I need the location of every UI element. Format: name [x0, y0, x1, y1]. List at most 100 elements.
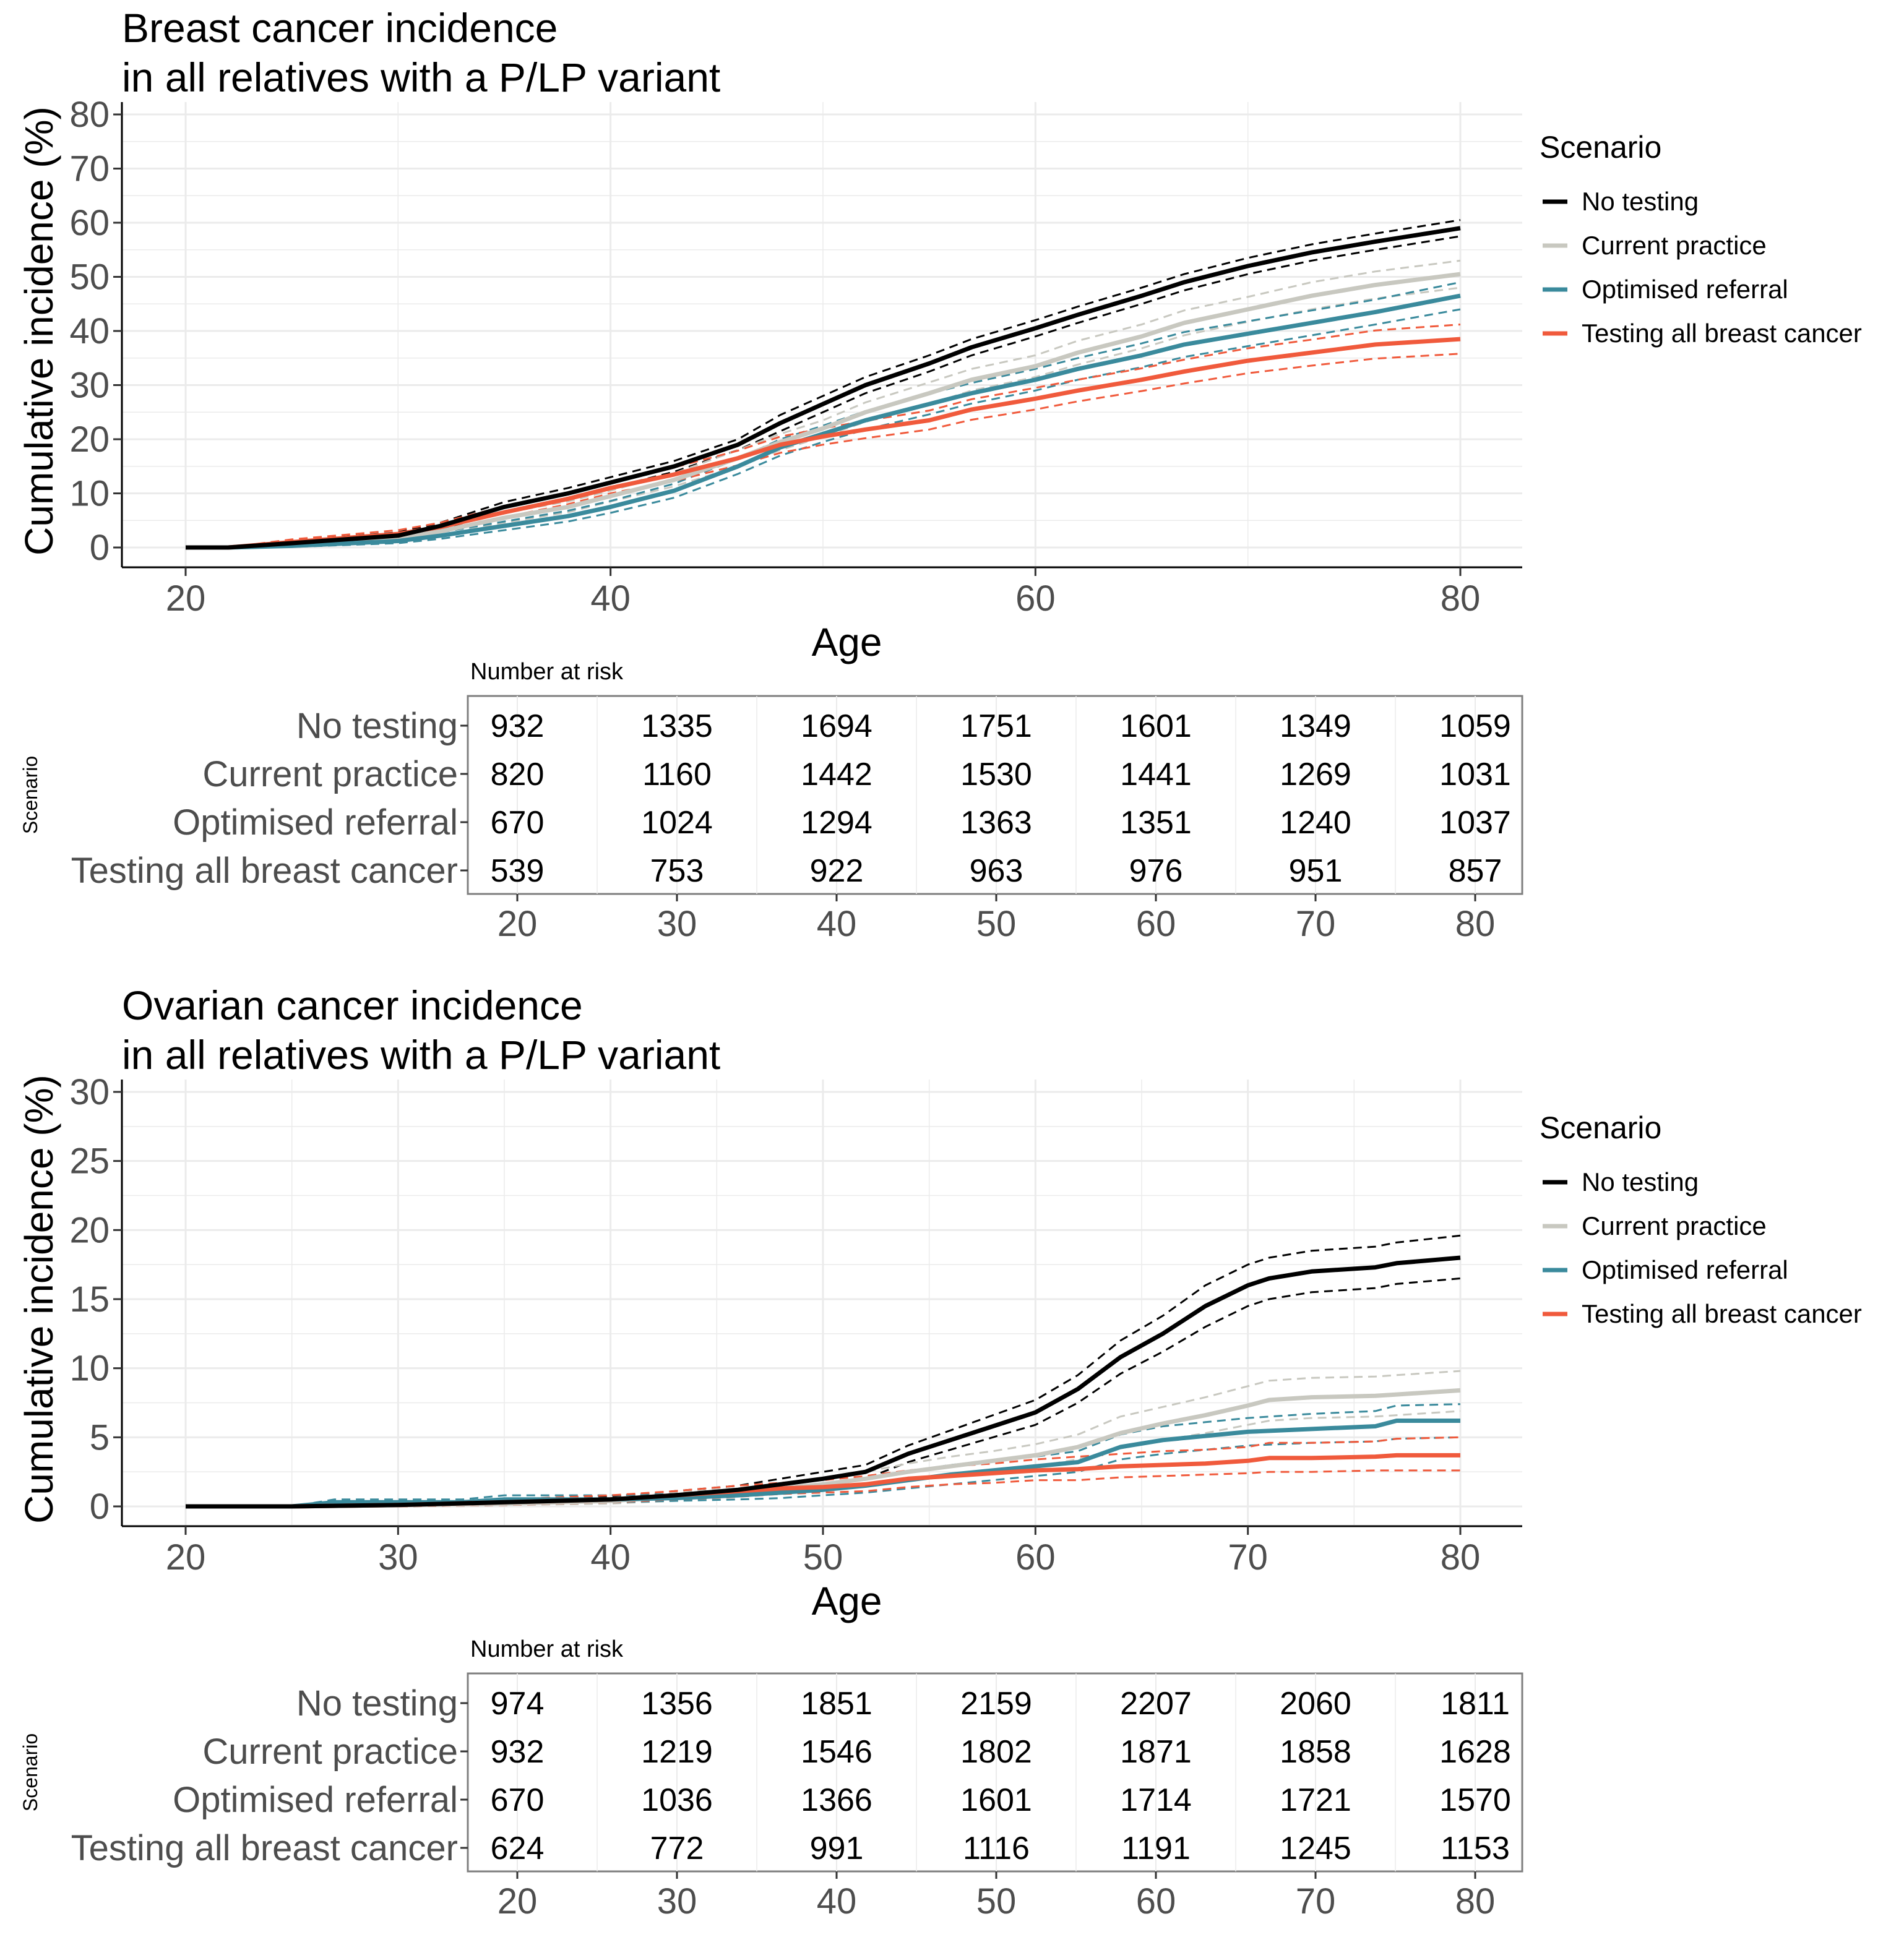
y-tick-label: 15: [69, 1279, 110, 1320]
risk-table: Number at risk No testing 932 1335 1694 1751 1…: [19, 659, 1523, 944]
risk-table-cell: 1153: [1441, 1831, 1510, 1866]
risk-table-cell: 1530: [960, 757, 1032, 792]
series-line-current-practice: [186, 272, 1461, 550]
legend-label: Testing all breast cancer: [1582, 319, 1862, 348]
risk-table-cell: 1356: [641, 1686, 713, 1722]
risk-table-row-label: Optimised referral: [173, 1780, 458, 1820]
ci-upper-no-testing: [186, 1234, 1461, 1508]
y-tick-label: 0: [90, 528, 110, 568]
risk-table-cell: 1363: [960, 805, 1032, 841]
legend-label: Optimised referral: [1582, 1255, 1788, 1284]
ci-upper-current-practice: [186, 259, 1461, 549]
chart-subtitle: in all relatives with a P/LP variant: [122, 54, 720, 100]
legend-label: No testing: [1582, 1167, 1699, 1196]
risk-table-cell: 820: [491, 757, 545, 792]
risk-table-cell: 1441: [1120, 757, 1192, 792]
risk-table-row-label: No testing: [296, 1683, 458, 1724]
y-tick-label: 80: [69, 95, 110, 135]
y-tick-label: 40: [69, 311, 110, 351]
risk-table-cell: 2159: [960, 1686, 1032, 1722]
x-tick-label: 20: [166, 578, 206, 619]
risk-table-cell: 1570: [1439, 1782, 1511, 1818]
ci-lower-testing-all: [186, 353, 1461, 549]
x-tick-label: 60: [1015, 578, 1056, 619]
x-tick-label: 30: [378, 1537, 418, 1578]
series-line-no-testing: [186, 226, 1461, 550]
ci-lower-optimised-referral: [186, 308, 1461, 549]
risk-table: Number at risk No testing 974 1356 1851 2159 2…: [19, 1636, 1523, 1922]
y-tick-label: 20: [69, 419, 110, 460]
risk-table-cell: 1037: [1439, 805, 1511, 841]
risk-table-cell: 1036: [641, 1782, 713, 1818]
risk-table-row-label: Testing all breast cancer: [71, 1828, 458, 1868]
risk-table-cell: 1269: [1280, 757, 1351, 792]
risk-table-x-label: 60: [1136, 1881, 1176, 1922]
y-tick-label: 70: [69, 149, 110, 189]
ci-upper-testing-all: [186, 324, 1461, 549]
risk-table-cell: 1031: [1439, 757, 1511, 792]
y-tick-label: 10: [69, 474, 110, 514]
y-tick-label: 30: [69, 1072, 110, 1112]
x-tick-label: 20: [166, 1537, 206, 1578]
chart-title: Ovarian cancer incidence: [122, 982, 583, 1028]
y-tick-label: 60: [69, 203, 110, 243]
risk-table-x-label: 30: [657, 1881, 697, 1922]
risk-table-border: [467, 695, 1523, 895]
x-axis-label: Age: [812, 1579, 882, 1623]
risk-table-cell: 772: [650, 1831, 704, 1866]
legend-label: Current practice: [1582, 1211, 1767, 1240]
x-tick-label: 50: [803, 1537, 843, 1578]
y-tick-label: 20: [69, 1210, 110, 1250]
risk-table-row-label: Current practice: [202, 1732, 458, 1772]
legend-label: Optimised referral: [1582, 275, 1788, 304]
legend-label: Testing all breast cancer: [1582, 1299, 1862, 1328]
y-tick-label: 50: [69, 257, 110, 298]
x-tick-label: 40: [590, 578, 631, 619]
risk-table-cell: 1628: [1439, 1734, 1511, 1770]
risk-table-cell: 1811: [1441, 1686, 1510, 1722]
risk-table-border: [467, 1672, 1523, 1873]
risk-table-cell: 753: [650, 853, 704, 889]
legend-title: Scenario: [1540, 1110, 1661, 1145]
y-tick-label: 5: [90, 1417, 110, 1458]
x-tick-label: 40: [590, 1537, 631, 1578]
legend-label: Current practice: [1582, 231, 1767, 260]
risk-table-x-label: 80: [1455, 904, 1496, 944]
risk-table-cell: 670: [491, 1782, 545, 1818]
risk-table-cell: 1601: [960, 1782, 1032, 1818]
risk-table-cell: 951: [1289, 853, 1343, 889]
risk-table-cell: 1245: [1280, 1831, 1351, 1866]
risk-table-cell: 963: [970, 853, 1023, 889]
risk-table-cell: 2207: [1120, 1686, 1192, 1722]
risk-table-cell: 1191: [1121, 1831, 1191, 1866]
legend-title: Scenario: [1540, 130, 1661, 165]
risk-table-cell: 1751: [960, 708, 1032, 744]
risk-table-x-label: 20: [498, 904, 538, 944]
risk-table-cell: 976: [1129, 853, 1183, 889]
risk-table-cell: 2060: [1280, 1686, 1351, 1722]
risk-table-title: Number at risk: [470, 1636, 624, 1662]
risk-table-cell: 1160: [642, 757, 712, 792]
risk-table-cell: 1858: [1280, 1734, 1351, 1770]
risk-table-row-label: Current practice: [202, 754, 458, 794]
legend: Scenario No testing Current practice Optimi…: [1540, 1110, 1862, 1328]
risk-table-x-label: 20: [498, 1881, 538, 1922]
risk-table-title: Number at risk: [470, 659, 624, 685]
risk-table-x-label: 50: [976, 1881, 1017, 1922]
chart-title: Breast cancer incidence: [122, 5, 558, 51]
risk-table-cell: 1442: [801, 757, 872, 792]
risk-table-cell: 1721: [1280, 1782, 1351, 1818]
risk-table-cell: 857: [1449, 853, 1502, 889]
risk-table-cell: 1294: [801, 805, 872, 841]
risk-table-cell: 539: [491, 853, 545, 889]
risk-table-x-label: 60: [1136, 904, 1176, 944]
ci-upper-current-practice: [186, 1370, 1461, 1508]
risk-table-x-label: 70: [1296, 1881, 1336, 1922]
risk-table-row-label: Optimised referral: [173, 802, 458, 843]
risk-table-cell: 932: [491, 1734, 545, 1770]
risk-table-cell: 1059: [1439, 708, 1511, 744]
x-tick-label: 70: [1228, 1537, 1268, 1578]
ci-lower-no-testing: [186, 1277, 1461, 1508]
